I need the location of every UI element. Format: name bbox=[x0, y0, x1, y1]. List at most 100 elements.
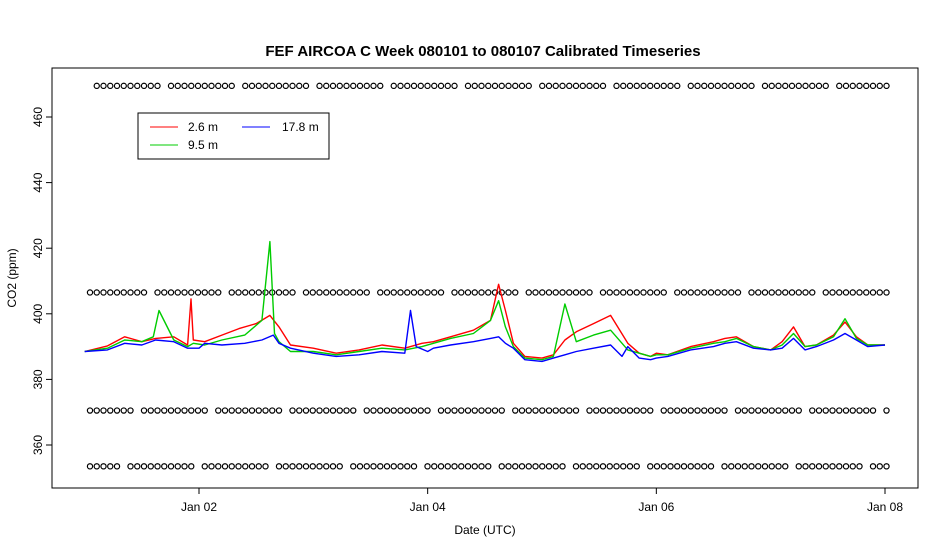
marker-point bbox=[174, 463, 181, 470]
marker-point bbox=[120, 407, 127, 414]
marker-point bbox=[181, 407, 188, 414]
marker-point bbox=[539, 463, 546, 470]
marker-point bbox=[647, 82, 654, 90]
marker-point bbox=[431, 289, 438, 296]
marker-row-0 bbox=[93, 82, 890, 90]
marker-point bbox=[255, 289, 262, 296]
marker-point bbox=[343, 407, 350, 414]
marker-point bbox=[633, 82, 640, 90]
marker-point bbox=[552, 82, 559, 90]
marker-point bbox=[194, 82, 202, 90]
marker-point bbox=[849, 82, 856, 90]
marker-point bbox=[485, 407, 492, 414]
plot-frame bbox=[51, 67, 919, 489]
marker-row-2 bbox=[86, 407, 890, 414]
marker-point bbox=[876, 82, 883, 90]
marker-point bbox=[775, 407, 782, 414]
marker-point bbox=[356, 289, 364, 296]
marker-point bbox=[107, 407, 114, 414]
marker-point bbox=[397, 463, 404, 470]
marker-point bbox=[188, 407, 195, 414]
marker-point bbox=[491, 407, 499, 414]
marker-point bbox=[626, 463, 634, 470]
marker-point bbox=[795, 463, 802, 470]
marker-point bbox=[93, 289, 100, 296]
marker-point bbox=[147, 407, 154, 414]
marker-point bbox=[107, 289, 114, 296]
marker-point bbox=[424, 82, 431, 90]
marker-point bbox=[552, 289, 559, 296]
marker-point bbox=[782, 407, 789, 414]
x-axis-label: Date (UTC) bbox=[454, 523, 515, 537]
marker-point bbox=[626, 407, 634, 414]
marker-point bbox=[296, 82, 303, 90]
marker-point bbox=[761, 407, 769, 414]
marker-point bbox=[856, 463, 863, 470]
marker-point bbox=[532, 407, 539, 414]
marker-point bbox=[390, 407, 397, 414]
marker-point bbox=[113, 289, 121, 296]
marker-point bbox=[836, 407, 843, 414]
marker-point bbox=[154, 407, 161, 414]
marker-point bbox=[586, 407, 593, 414]
marker-point bbox=[741, 82, 748, 90]
marker-point bbox=[383, 407, 391, 414]
marker-point bbox=[701, 407, 708, 414]
marker-point bbox=[579, 289, 586, 296]
marker-point bbox=[174, 407, 181, 414]
marker-point bbox=[613, 463, 620, 470]
marker-point bbox=[647, 463, 654, 470]
marker-point bbox=[464, 463, 472, 470]
marker-point bbox=[188, 463, 195, 470]
marker-point bbox=[329, 463, 337, 470]
marker-point bbox=[221, 82, 229, 90]
marker-point bbox=[235, 289, 242, 296]
marker-point bbox=[525, 82, 532, 90]
marker-point bbox=[518, 407, 526, 414]
marker-point bbox=[586, 463, 593, 470]
marker-point bbox=[194, 289, 202, 296]
marker-point bbox=[478, 82, 485, 90]
marker-point bbox=[390, 82, 397, 90]
marker-point bbox=[721, 289, 728, 296]
marker-point bbox=[174, 82, 181, 90]
marker-point bbox=[633, 289, 640, 296]
marker-point bbox=[714, 407, 721, 414]
marker-point bbox=[113, 463, 121, 470]
y-tick-label-380: 380 bbox=[31, 369, 45, 389]
marker-point bbox=[545, 289, 553, 296]
marker-point bbox=[262, 463, 269, 470]
marker-point bbox=[471, 407, 478, 414]
marker-point bbox=[856, 407, 863, 414]
marker-point bbox=[127, 82, 134, 90]
marker-point bbox=[883, 82, 890, 90]
marker-point bbox=[809, 407, 816, 414]
marker-point bbox=[626, 289, 634, 296]
marker-point bbox=[316, 82, 323, 90]
marker-point bbox=[876, 289, 883, 296]
marker-point bbox=[417, 82, 424, 90]
marker-point bbox=[680, 407, 688, 414]
marker-point bbox=[370, 407, 377, 414]
legend-box bbox=[137, 112, 330, 160]
marker-point bbox=[444, 82, 451, 90]
marker-point bbox=[491, 289, 499, 296]
marker-point bbox=[734, 82, 742, 90]
marker-point bbox=[140, 82, 148, 90]
marker-point bbox=[275, 407, 283, 414]
marker-point bbox=[809, 82, 816, 90]
marker-point bbox=[161, 407, 168, 414]
marker-point bbox=[505, 289, 512, 296]
marker-point bbox=[512, 407, 519, 414]
marker-point bbox=[471, 82, 478, 90]
marker-point bbox=[829, 289, 836, 296]
marker-point bbox=[606, 407, 613, 414]
marker-point bbox=[512, 289, 519, 296]
marker-point bbox=[336, 407, 343, 414]
marker-point bbox=[282, 82, 289, 90]
marker-point bbox=[485, 289, 492, 296]
marker-point bbox=[350, 463, 357, 470]
marker-point bbox=[215, 82, 222, 90]
marker-point bbox=[397, 407, 404, 414]
marker-point bbox=[680, 289, 688, 296]
